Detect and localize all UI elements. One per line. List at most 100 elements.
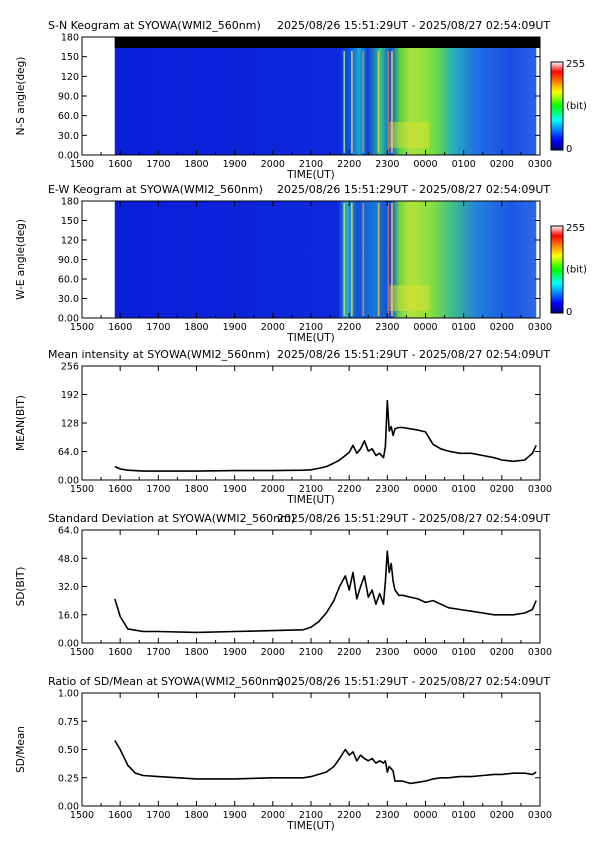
y-tick-label: 0.00 <box>58 476 79 487</box>
colorbar <box>550 61 564 151</box>
keogram-arc-streak <box>351 51 353 153</box>
x-tick-label: 1500 <box>70 810 94 821</box>
x-tick-label: 1900 <box>223 647 247 658</box>
x-tick-label: 1700 <box>146 647 170 658</box>
y-tick-label: 256 <box>61 362 79 373</box>
panel-title: S-N Keogram at SYOWA(WMI2_560nm) <box>48 19 261 32</box>
y-tick-label: 64.0 <box>58 447 79 458</box>
y-tick-label: 120 <box>61 72 79 83</box>
x-tick-label: 2000 <box>261 484 285 495</box>
panel-5: Ratio of SD/Mean at SYOWA(WMI2_560nm)202… <box>15 675 552 832</box>
x-tick-label: 0300 <box>528 322 552 333</box>
plot-frame <box>81 365 541 481</box>
x-axis-label: TIME(UT) <box>286 169 335 181</box>
panel-time-range: 2025/08/26 15:51:29UT - 2025/08/27 02:54… <box>277 512 550 525</box>
x-tick-label: 0300 <box>528 810 552 821</box>
x-tick-label: 2100 <box>299 647 323 658</box>
y-tick-label: 0.50 <box>58 745 79 756</box>
keogram-image <box>114 201 537 318</box>
y-axis-label: N-S angle(deg) <box>15 57 27 136</box>
x-tick-label: 1800 <box>184 484 208 495</box>
x-tick-label: 2300 <box>375 484 399 495</box>
x-tick-label: 2300 <box>375 810 399 821</box>
y-tick-label: 48.0 <box>58 554 79 565</box>
y-tick-label: 16.0 <box>58 610 79 621</box>
x-tick-label: 0300 <box>528 647 552 658</box>
x-tick-label: 0300 <box>528 484 552 495</box>
keogram-top-band <box>114 37 541 48</box>
x-tick-label: 1800 <box>184 647 208 658</box>
y-tick-label: 60.0 <box>58 111 79 122</box>
keogram-diffuse-patch <box>389 285 430 311</box>
keogram-arc-streak <box>391 203 393 316</box>
x-tick-label: 1500 <box>70 484 94 495</box>
x-tick-label: 2200 <box>337 810 361 821</box>
x-tick-label: 1700 <box>146 159 170 170</box>
y-tick-label: 0.00 <box>58 802 79 813</box>
panel-2: E-W Keogram at SYOWA(WMI2_560nm) 2025/08/… <box>15 183 587 344</box>
x-tick-label: 1600 <box>108 322 132 333</box>
x-tick-label: 2200 <box>337 322 361 333</box>
x-tick-label: 0000 <box>413 810 437 821</box>
keogram-arc-streak <box>391 51 393 153</box>
x-tick-label: 1900 <box>223 810 247 821</box>
keogram-arc-streak <box>377 203 380 316</box>
x-tick-label: 2200 <box>337 159 361 170</box>
keogram-arc-streak <box>351 203 353 316</box>
y-tick-label: 90.0 <box>58 92 79 103</box>
y-tick-label: 192 <box>61 390 79 401</box>
panel-title: Ratio of SD/Mean at SYOWA(WMI2_560nm) <box>48 675 284 688</box>
keogram-diffuse-patch <box>389 121 430 148</box>
x-tick-label: 2000 <box>261 810 285 821</box>
y-axis-label: SD/Mean <box>15 726 27 773</box>
x-tick-label: 0100 <box>452 322 476 333</box>
plot-frame <box>81 529 541 644</box>
x-tick-label: 2100 <box>299 810 323 821</box>
x-tick-label: 2100 <box>299 484 323 495</box>
x-tick-label: 0300 <box>528 159 552 170</box>
x-tick-label: 1800 <box>184 159 208 170</box>
colorbar-unit-label: (bit) <box>566 101 587 112</box>
plot-frame <box>81 692 541 807</box>
colorbar-unit-label: (bit) <box>566 265 587 276</box>
x-tick-label: 2200 <box>337 484 361 495</box>
x-tick-label: 1600 <box>108 810 132 821</box>
x-tick-label: 1700 <box>146 484 170 495</box>
colorbar-min-label: 0 <box>566 307 572 318</box>
y-tick-label: 90.0 <box>58 255 79 266</box>
colorbar-max-label: 255 <box>566 59 585 70</box>
panel-3: Mean intensity at SYOWA(WMI2_560nm) 2025/… <box>15 348 552 506</box>
y-tick-label: 128 <box>61 419 79 430</box>
x-tick-label: 1600 <box>108 647 132 658</box>
keogram-arc-streak <box>362 51 365 153</box>
x-tick-label: 0100 <box>452 159 476 170</box>
y-axis-label: SD(BIT) <box>15 567 27 607</box>
x-tick-label: 2000 <box>261 647 285 658</box>
x-tick-label: 1500 <box>70 159 94 170</box>
x-tick-label: 2100 <box>299 322 323 333</box>
y-axis-label: W-E angle(deg) <box>15 219 27 300</box>
panel-title: E-W Keogram at SYOWA(WMI2_560nm) <box>48 183 263 196</box>
x-tick-label: 0200 <box>490 159 514 170</box>
x-tick-label: 2200 <box>337 647 361 658</box>
x-tick-label: 1900 <box>223 322 247 333</box>
x-tick-label: 0200 <box>490 647 514 658</box>
keogram-arc-streak <box>343 203 346 316</box>
y-tick-label: 32.0 <box>58 582 79 593</box>
y-tick-label: 64.0 <box>58 526 79 537</box>
data-series-line <box>114 399 537 472</box>
x-tick-label: 1800 <box>184 322 208 333</box>
keogram-arc-streak <box>343 51 346 153</box>
colorbar <box>550 225 564 314</box>
panel-title: Mean intensity at SYOWA(WMI2_560nm) <box>48 348 270 361</box>
y-axis-label: MEAN(BIT) <box>15 395 27 451</box>
colorbar-max-label: 255 <box>566 223 585 234</box>
x-tick-label: 0200 <box>490 322 514 333</box>
y-tick-label: 0.25 <box>58 773 79 784</box>
x-tick-label: 0000 <box>413 484 437 495</box>
keogram-arc-streak <box>362 203 365 316</box>
x-tick-label: 1500 <box>70 322 94 333</box>
x-axis-label: TIME(UT) <box>286 494 335 506</box>
x-tick-label: 1900 <box>223 159 247 170</box>
